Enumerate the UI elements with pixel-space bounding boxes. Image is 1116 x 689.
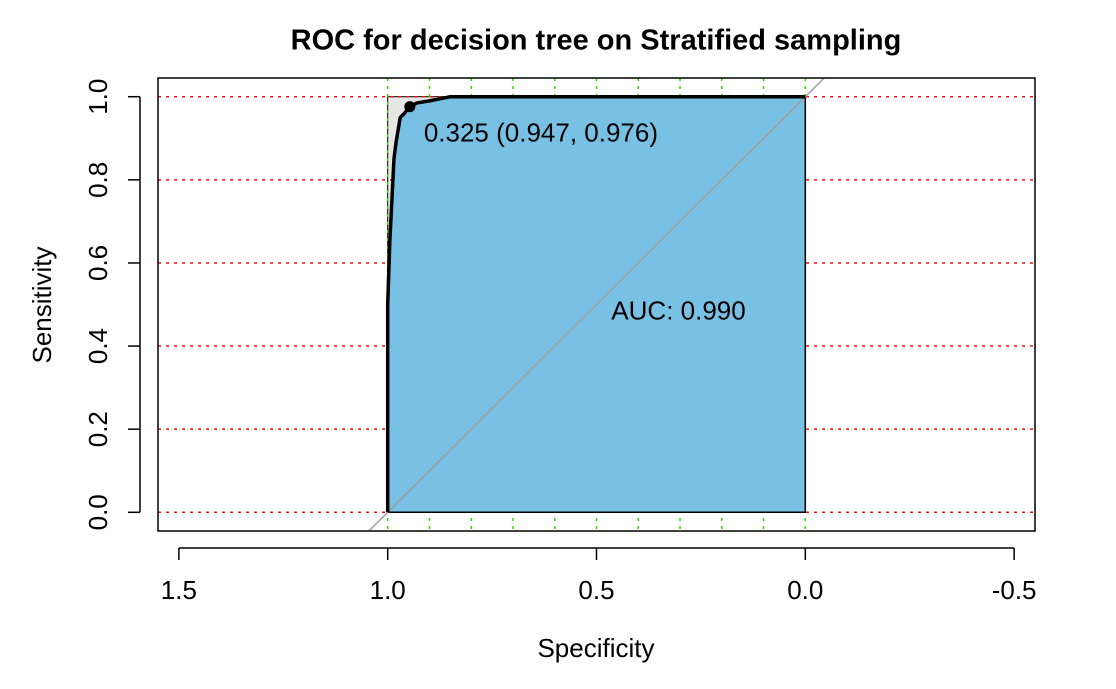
diagonal xyxy=(368,78,825,531)
chart-title: ROC for decision tree on Stratified samp… xyxy=(291,25,902,57)
y-tick-label: 0.4 xyxy=(83,328,113,364)
x-tick-label: 1.0 xyxy=(370,575,406,605)
plot-area xyxy=(158,78,1035,531)
roc-curve xyxy=(385,94,806,513)
x-tick-label: 0.5 xyxy=(578,575,614,605)
y-tick-label: 1.0 xyxy=(83,79,113,115)
y-tick-label: 0.2 xyxy=(83,411,113,447)
auc-label: AUC: 0.990 xyxy=(611,295,745,325)
plot-box xyxy=(157,77,1036,532)
x-tick-label: 1.5 xyxy=(161,575,197,605)
x-tick-label: -0.5 xyxy=(992,575,1037,605)
threshold-label: 0.325 (0.947, 0.976) xyxy=(424,118,658,148)
y-axis-label: Sensitivity xyxy=(27,246,57,363)
y-tick-label: 0.0 xyxy=(83,494,113,530)
best-threshold-point xyxy=(404,101,416,113)
x-tick-label: 0.0 xyxy=(787,575,823,605)
y-tick-label: 0.8 xyxy=(83,162,113,198)
y-tick-label: 0.6 xyxy=(83,245,113,281)
x-axis-label: Specificity xyxy=(537,633,654,663)
